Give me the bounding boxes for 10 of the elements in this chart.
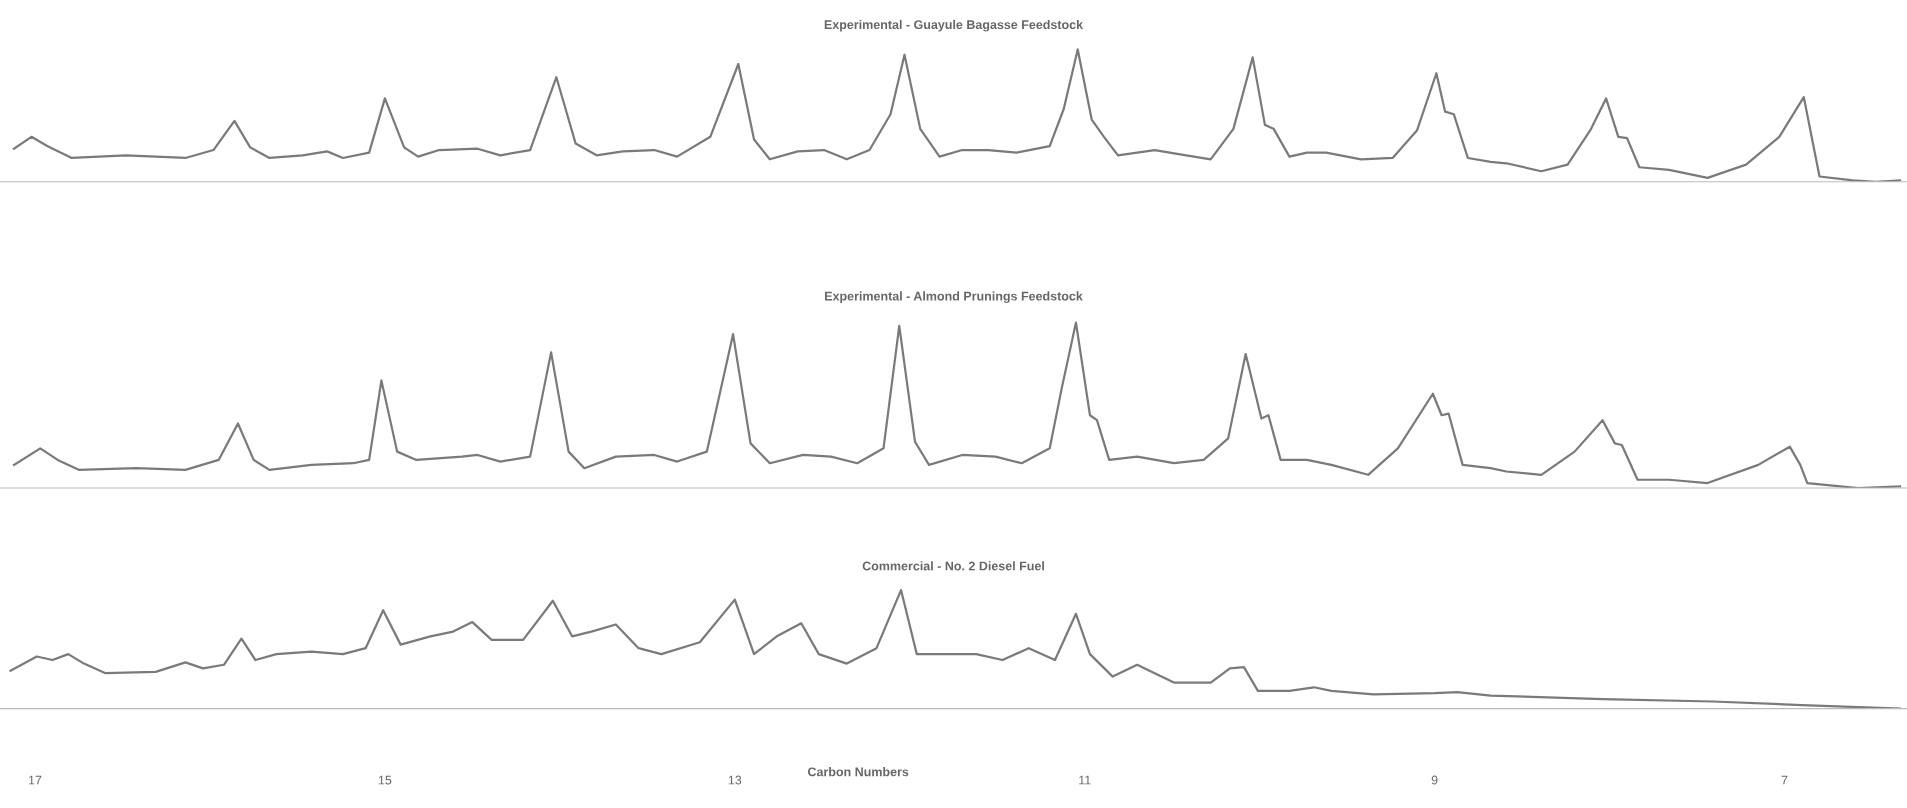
x-axis-title: Carbon Numbers: [807, 767, 909, 777]
chart-title: Experimental - Almond Prunings Feedstock: [825, 291, 1083, 304]
chart-title: Experimental - Guayule Bagasse Feedstock: [824, 19, 1084, 32]
x-tick-label: 15: [378, 775, 392, 785]
x-tick-label: 13: [728, 775, 742, 785]
chart-title: Commercial - No. 2 Diesel Fuel: [862, 561, 1044, 571]
x-tick-label: 17: [28, 775, 42, 785]
x-tick-label: 11: [1079, 775, 1091, 785]
x-tick-label: 7: [1781, 775, 1788, 785]
x-tick-label: 9: [1431, 775, 1438, 785]
